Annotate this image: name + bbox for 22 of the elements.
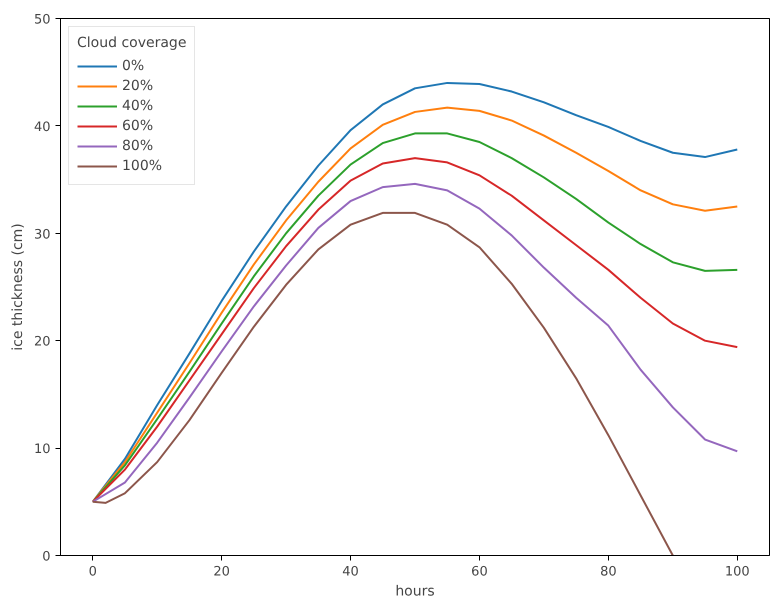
x-tick-label: 0: [88, 564, 97, 580]
legend-label: 0%: [122, 58, 144, 74]
legend-label: 60%: [122, 118, 154, 134]
y-tick-label: 20: [34, 334, 51, 350]
y-tick-label: 10: [34, 442, 51, 458]
legend-label: 40%: [122, 98, 154, 114]
x-tick-label: 80: [600, 564, 617, 580]
legend-label: 20%: [122, 78, 154, 94]
y-tick-label: 50: [34, 12, 51, 28]
x-tick-label: 100: [724, 564, 750, 580]
x-tick-label: 60: [471, 564, 488, 580]
y-tick-label: 0: [42, 550, 51, 564]
x-tick-label: 20: [213, 564, 230, 580]
legend-label: 100%: [122, 158, 162, 174]
y-tick-label: 40: [34, 120, 51, 135]
y-axis-title: ice thickness (cm): [10, 223, 26, 351]
x-axis-title: hours: [395, 584, 435, 600]
line-series: [92, 212, 674, 556]
legend-label: 80%: [122, 138, 154, 154]
y-tick-label: 30: [34, 227, 51, 242]
legend-title: Cloud coverage: [77, 35, 186, 51]
x-tick-label: 40: [342, 564, 359, 580]
